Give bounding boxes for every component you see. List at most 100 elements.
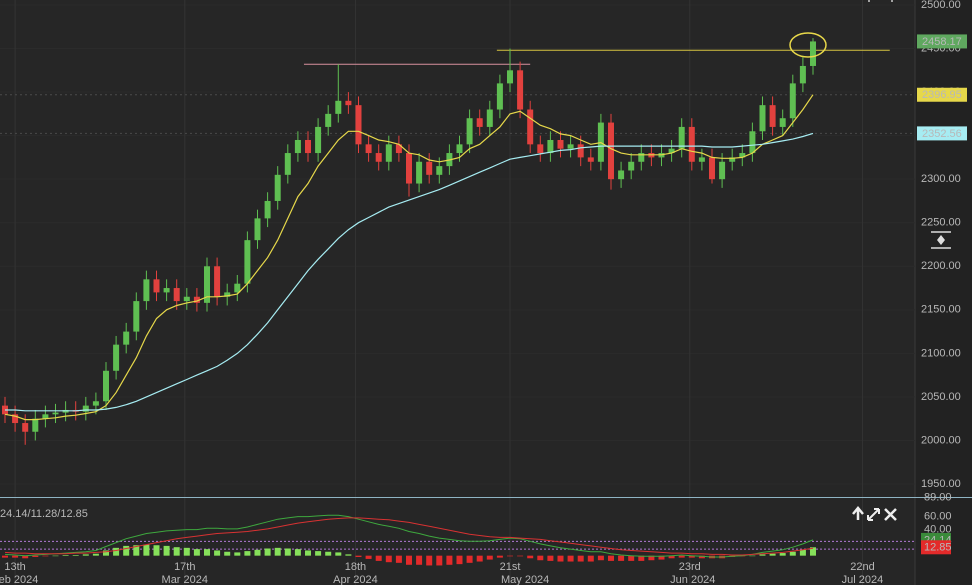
histogram-bar — [456, 555, 463, 565]
histogram-bar — [547, 555, 554, 561]
candle-body — [628, 161, 635, 171]
candle-body — [567, 144, 574, 149]
indicator-line — [4, 514, 814, 558]
candle-body — [759, 105, 766, 132]
candle-body — [708, 157, 715, 180]
histogram-bar — [153, 545, 160, 556]
highlight-ellipse — [789, 32, 827, 58]
histogram-bar — [1, 555, 8, 558]
x-tick-label: 23rd — [679, 561, 701, 573]
candle-body — [698, 157, 705, 162]
histogram-bar — [82, 554, 89, 556]
candle-body — [416, 161, 423, 184]
histogram-bar — [72, 555, 79, 556]
candle-body — [375, 153, 382, 162]
month-label: Feb 2024 — [0, 574, 38, 585]
candle-body — [405, 153, 412, 184]
histogram-bar — [32, 555, 39, 557]
maximize-button[interactable] — [867, 508, 880, 521]
moving-average — [5, 132, 814, 412]
histogram-bar — [527, 555, 534, 559]
value-tag-label: 12.85 — [924, 542, 952, 554]
histogram-bar — [42, 555, 49, 557]
x-tick-label: 17th — [174, 561, 195, 573]
candle-body — [264, 200, 271, 219]
y-tick-label: 89.00 — [924, 492, 952, 504]
histogram-bar — [698, 555, 705, 559]
toolbar — [852, 0, 897, 521]
histogram-bar — [759, 554, 766, 556]
histogram-bar — [284, 548, 291, 556]
indicator-plot — [0, 514, 915, 566]
histogram-bar — [628, 555, 635, 561]
histogram-bar — [789, 551, 796, 556]
scale-button[interactable] — [931, 231, 951, 249]
histogram-bar — [648, 555, 655, 561]
month-label: Apr 2024 — [333, 574, 378, 585]
candle-body — [345, 100, 352, 106]
histogram-bar — [102, 550, 109, 556]
candle-body — [749, 131, 756, 154]
histogram-bar — [345, 554, 352, 556]
candle-body — [1, 405, 8, 415]
candle-body — [355, 105, 362, 145]
histogram-bar — [618, 555, 625, 561]
histogram-bar — [446, 555, 453, 565]
histogram-bar — [123, 545, 130, 556]
candle-body — [254, 218, 261, 241]
candle-body — [527, 109, 534, 145]
candle-body — [12, 414, 19, 424]
histogram-bar — [52, 555, 59, 557]
month-label: Jul 2024 — [842, 574, 884, 585]
histogram-bar — [607, 555, 614, 561]
candle-body — [809, 41, 816, 66]
histogram-bar — [315, 551, 322, 556]
y-tick-label: 2000.00 — [921, 434, 961, 446]
candle-body — [244, 240, 251, 284]
candle-body — [203, 266, 210, 303]
histogram-bar — [597, 555, 604, 561]
histogram-bar — [395, 555, 402, 563]
histogram-bar — [416, 555, 423, 565]
histogram-bar — [375, 555, 382, 561]
move-up-button[interactable] — [852, 506, 864, 520]
price-tag-label: 2352.56 — [922, 128, 962, 140]
candle-body — [587, 157, 594, 162]
x-tick-label: 18th — [345, 561, 366, 573]
histogram-bar — [476, 555, 483, 562]
candle-body — [143, 279, 150, 302]
candle-body — [173, 288, 180, 302]
x-tick-label: 13th — [4, 561, 25, 573]
candle-body — [163, 288, 170, 293]
candle-body — [294, 139, 301, 154]
candle-body — [395, 144, 402, 154]
price-tag — [917, 34, 967, 49]
candle-body — [315, 126, 322, 154]
histogram-bar — [799, 549, 806, 556]
close-button[interactable] — [884, 508, 897, 521]
histogram-bar — [365, 555, 372, 559]
y-tick-label: 2050.00 — [921, 391, 961, 403]
candle-body — [32, 418, 39, 432]
price-tag-label: 2396.95 — [922, 89, 962, 101]
price-tag — [917, 126, 967, 141]
histogram-bar — [436, 555, 443, 566]
price-plot — [0, 38, 915, 445]
histogram-bar — [214, 550, 221, 556]
candle-body — [537, 144, 544, 154]
fullscreen-button[interactable] — [868, 0, 893, 2]
histogram-bar — [577, 555, 584, 562]
histogram-bar — [557, 555, 564, 562]
candle-body — [547, 139, 554, 154]
histogram-bar — [466, 555, 473, 563]
candle-body — [729, 157, 736, 162]
histogram-bar — [113, 547, 120, 556]
candle-body — [22, 423, 29, 432]
candle-body — [769, 105, 776, 127]
candle-body — [42, 414, 49, 419]
histogram-bar — [335, 552, 342, 556]
y-tick-label: 1950.00 — [921, 478, 961, 490]
